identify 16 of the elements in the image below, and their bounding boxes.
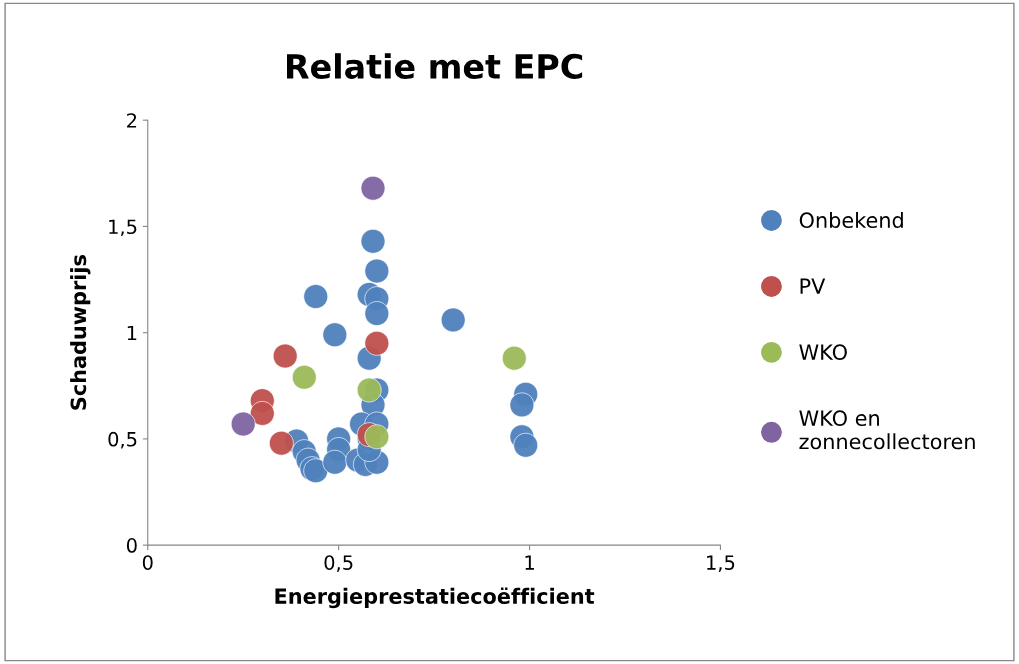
x-tick-label: 0 bbox=[142, 555, 153, 570]
x-tick-label: 0,5 bbox=[324, 555, 353, 572]
y-tick-label: 0 bbox=[126, 538, 137, 553]
legend-label: WKO bbox=[799, 344, 847, 361]
legend-label: Onbekend bbox=[799, 211, 903, 229]
x-axis-title: Energieprestatiecoëfficient bbox=[275, 587, 595, 609]
legend-label: WKO en zonnecollectoren bbox=[799, 410, 975, 450]
y-tick-label: 1,5 bbox=[109, 219, 137, 237]
x-tick-label: 1,5 bbox=[707, 555, 735, 572]
y-tick-label: 0,5 bbox=[108, 431, 137, 449]
y-axis-title: Schaduwprijs bbox=[70, 255, 91, 410]
x-tick-label: 1 bbox=[525, 555, 534, 570]
legend-label: PV bbox=[800, 278, 826, 294]
y-tick-label: 1 bbox=[127, 325, 137, 341]
chart-title: Relatie met EPC bbox=[287, 53, 583, 79]
y-tick-label: 2 bbox=[127, 113, 137, 128]
